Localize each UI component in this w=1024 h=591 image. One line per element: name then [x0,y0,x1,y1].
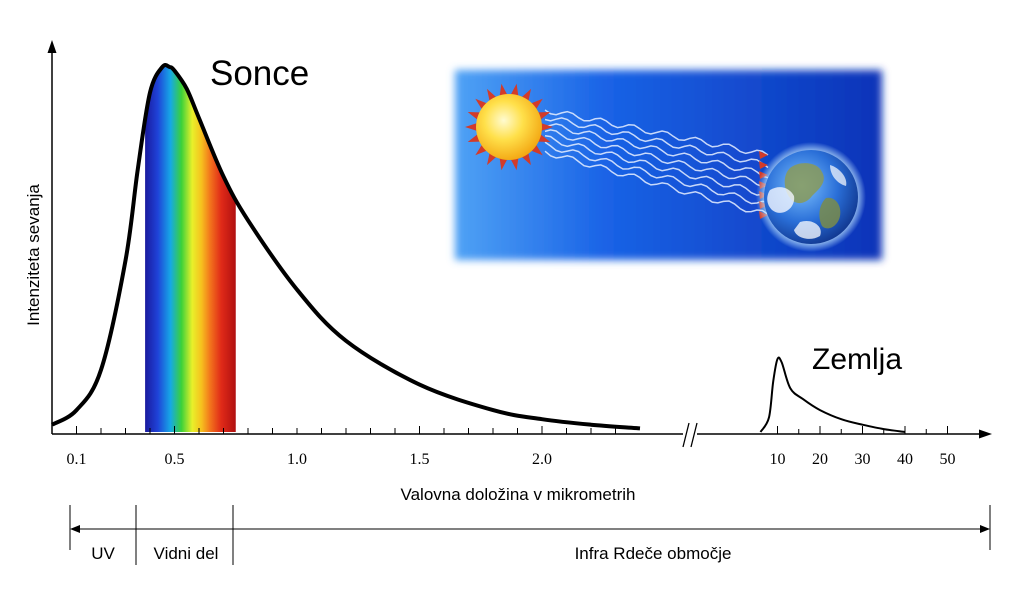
region-arrow-right-icon [980,525,990,533]
radiation-wave [544,141,769,205]
sun-earth-illustration [455,70,882,260]
region-label-infrared: Infra Rdeče območje [575,544,732,563]
region-label-uv: UV [91,544,115,563]
radiation-wave [544,123,769,179]
radiation-wave [544,117,769,169]
y-axis-label: Intenziteta sevanja [24,184,43,326]
sun-icon [465,83,553,171]
radiation-wave [544,129,769,188]
x-axis-tick-label: 50 [940,451,956,468]
y-axis [47,40,57,434]
region-label-visible: Vidni del [154,544,219,563]
x-axis-tick-label: 40 [897,451,913,468]
x-axis-arrow-icon [979,429,992,439]
x-axis-tick-label: 30 [855,451,871,468]
x-axis-tick-label: 10 [770,451,786,468]
earth-icon [756,142,866,252]
x-axis-tick-labels: 0.1 0.5 1.0 1.5 2.0 10 20 30 40 50 [67,451,956,468]
earth-radiation-curve [759,356,906,433]
region-arrow-left-icon [70,525,80,533]
sun-radiation-curve [50,62,641,431]
radiation-wave [544,109,769,156]
x-axis-tick-label: 2.0 [532,451,552,468]
radiation-wave [544,134,769,196]
x-axis-ticks [76,426,948,434]
y-axis-arrow-icon [47,40,57,53]
x-axis [52,422,992,448]
x-axis-tick-label: 1.0 [287,451,307,468]
x-axis-tick-label: 20 [812,451,828,468]
x-axis-label: Valovna doložina v mikrometrih [401,485,636,504]
x-axis-tick-label: 0.5 [165,451,185,468]
earth-series-label: Zemlja [812,343,902,376]
sun-series-label: Sonce [210,54,309,93]
x-axis-tick-label: 0.1 [67,451,87,468]
sun-disc-icon [476,94,542,160]
radiation-arrowhead-icon [759,151,768,159]
radiation-arrowhead-icon [759,161,768,169]
region-bar: UV Vidni del Infra Rdeče območje [69,505,991,565]
axis-break-icon [682,422,698,448]
radiation-wave [544,150,769,215]
x-axis-tick-label: 1.5 [410,451,430,468]
